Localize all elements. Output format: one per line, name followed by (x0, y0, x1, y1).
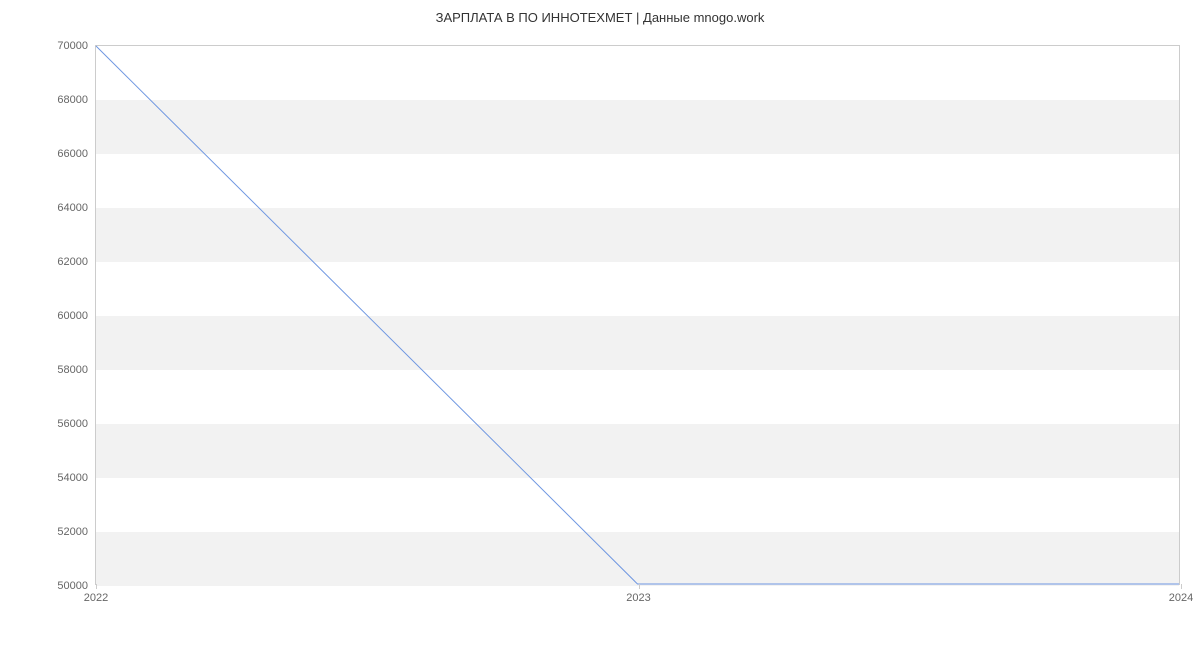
x-tick-label: 2024 (1169, 592, 1193, 604)
chart-title: ЗАРПЛАТА В ПО ИННОТЕХМЕТ | Данные mnogo.… (0, 0, 1200, 25)
y-tick-label: 68000 (57, 94, 88, 106)
y-tick-label: 50000 (57, 580, 88, 592)
y-tick-label: 56000 (57, 418, 88, 430)
x-tick-mark (639, 584, 640, 589)
y-tick-label: 58000 (57, 364, 88, 376)
x-tick-mark (96, 584, 97, 589)
y-tick-label: 54000 (57, 472, 88, 484)
x-tick-mark (1181, 584, 1182, 589)
salary-line-chart: ЗАРПЛАТА В ПО ИННОТЕХМЕТ | Данные mnogo.… (0, 0, 1200, 650)
y-tick-label: 70000 (57, 40, 88, 52)
line-layer (96, 46, 1179, 584)
series-line (96, 46, 1179, 584)
plot-area: 5000052000540005600058000600006200064000… (95, 45, 1180, 585)
y-tick-label: 52000 (57, 526, 88, 538)
x-tick-label: 2022 (84, 592, 108, 604)
y-tick-label: 62000 (57, 256, 88, 268)
y-tick-label: 64000 (57, 202, 88, 214)
y-tick-label: 66000 (57, 148, 88, 160)
x-tick-label: 2023 (626, 592, 650, 604)
y-tick-label: 60000 (57, 310, 88, 322)
